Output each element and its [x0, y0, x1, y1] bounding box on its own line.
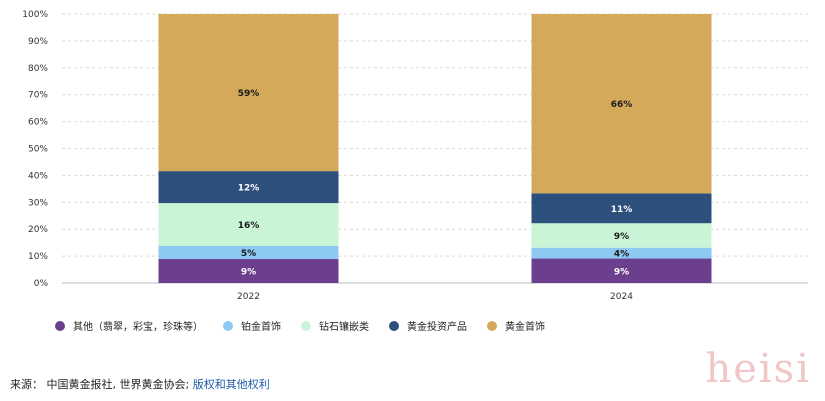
stacked-bar-chart: 0% 10% 20% 30% 40% 50% 60% 70% 80% 90% 100% 9% 5% 16…	[22, 10, 808, 302]
legend-label: 黄金投资产品	[407, 322, 467, 333]
y-tick-label: 60%	[28, 118, 48, 128]
data-label: 11%	[611, 205, 633, 215]
y-tick-label: 30%	[28, 198, 48, 208]
data-label: 16%	[238, 221, 260, 231]
bars	[158, 14, 712, 283]
y-tick-label: 70%	[28, 91, 48, 101]
bar-segment	[158, 245, 339, 260]
watermark: heisi	[705, 346, 811, 392]
data-label: 59%	[238, 89, 260, 99]
y-tick-label: 100%	[22, 10, 48, 20]
legend-item: 黄金投资产品	[389, 318, 467, 333]
y-axis-tick-labels: 0% 10% 20% 30% 40% 50% 60% 70% 80% 90% 100%	[22, 10, 48, 289]
rights-link[interactable]: 版权和其他权利	[192, 378, 270, 391]
data-label: 9%	[241, 268, 256, 278]
legend-label: 黄金首饰	[505, 322, 545, 333]
legend-item: 其他（翡翠，彩宝，珍珠等）	[55, 318, 203, 333]
source-text: 来源： 中国黄金报社, 世界黄金协会;	[10, 378, 193, 391]
y-tick-label: 40%	[28, 171, 48, 181]
legend-swatch	[55, 320, 65, 331]
legend-item: 铂金首饰	[223, 318, 281, 333]
data-label: 12%	[238, 184, 260, 194]
data-labels: 9% 5% 16% 12% 59% 9% 4% 9% 11% 66%	[238, 89, 633, 277]
legend-swatch	[389, 320, 399, 331]
legend-swatch	[301, 320, 311, 331]
data-label: 9%	[614, 232, 629, 242]
source-note: 来源： 中国黄金报社, 世界黄金协会; 版权和其他权利	[10, 376, 270, 392]
data-label: 9%	[614, 267, 629, 277]
bar-segment	[158, 14, 339, 172]
bar-segment	[158, 171, 339, 204]
x-tick-label: 2022	[237, 292, 260, 302]
legend-swatch	[487, 320, 497, 331]
bar-segment	[531, 14, 712, 194]
x-tick-label: 2024	[610, 292, 633, 302]
legend: 其他（翡翠，彩宝，珍珠等） 铂金首饰 钻石镶嵌类 黄金投资产品 黄金首饰	[55, 318, 565, 333]
y-tick-label: 0%	[34, 279, 49, 289]
legend-item: 黄金首饰	[487, 318, 545, 333]
legend-swatch	[223, 320, 233, 331]
data-label: 5%	[241, 249, 256, 259]
y-tick-label: 20%	[28, 225, 48, 235]
data-label: 4%	[614, 250, 629, 260]
y-tick-label: 50%	[28, 145, 48, 155]
x-axis-tick-labels: 2022 2024	[237, 292, 633, 302]
data-label: 66%	[611, 100, 633, 110]
legend-label: 钻石镶嵌类	[319, 322, 369, 333]
legend-item: 钻石镶嵌类	[301, 318, 369, 333]
bar-segment	[531, 258, 712, 283]
bar-segment	[531, 223, 712, 248]
bar-segment	[531, 247, 712, 259]
bar-segment	[531, 193, 712, 224]
y-tick-label: 80%	[28, 64, 48, 74]
y-tick-label: 10%	[28, 252, 48, 262]
y-tick-label: 90%	[28, 37, 48, 47]
legend-label: 其他（翡翠，彩宝，珍珠等）	[73, 322, 203, 333]
bar-segment	[158, 259, 339, 283]
bar-segment	[158, 203, 339, 246]
legend-label: 铂金首饰	[241, 322, 281, 333]
